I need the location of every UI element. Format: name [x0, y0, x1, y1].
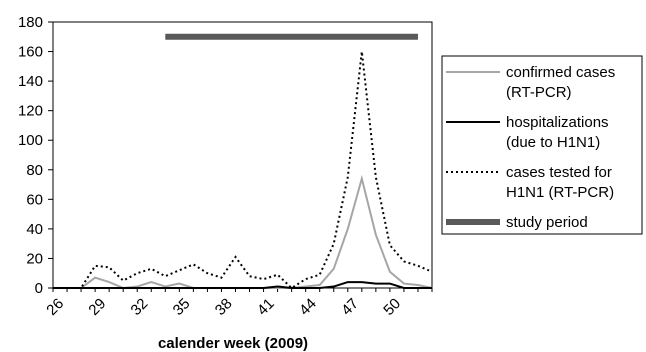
y-tick-label: 40 [26, 221, 43, 238]
y-tick-label: 0 [35, 280, 43, 297]
legend-label: (RT-PCR) [506, 84, 572, 101]
x-tick-label: 35 [170, 295, 194, 319]
plot-frame [52, 21, 433, 289]
series-line-1 [53, 281, 432, 289]
legend-label: (due to H1N1) [506, 134, 600, 151]
x-tick-label: 44 [296, 295, 320, 319]
plot-area: 0 20 40 60 80 100 120 140 160 180 26 29 32 35 38 41 44 47… [18, 14, 433, 319]
legend: confirmed cases (RT-PCR) hospitalizations (… [441, 55, 643, 235]
series-line-2 [53, 51, 433, 290]
y-tick-label: 100 [18, 132, 43, 149]
y-tick-label: 20 [26, 250, 43, 267]
y-tick-label: 120 [18, 103, 43, 120]
y-tick-label: 160 [18, 44, 43, 61]
series-line-0 [53, 174, 433, 290]
legend-box [441, 55, 643, 235]
legend-label: H1N1 (RT-PCR) [506, 184, 614, 201]
x-tick-label: 50 [380, 295, 404, 319]
legend-label: study period [506, 214, 588, 231]
legend-label: cases tested for [506, 164, 612, 181]
x-tick-label: 32 [128, 295, 152, 319]
x-tick-label: 41 [254, 295, 278, 319]
x-tick-label: 29 [85, 295, 109, 319]
x-tick-label: 47 [338, 295, 362, 319]
y-tick-label: 60 [26, 191, 43, 208]
x-tick-label: 26 [43, 295, 67, 319]
x-tick-label: 38 [212, 295, 236, 319]
y-tick-label: 140 [18, 73, 43, 90]
x-axis-label: calender week (2009) [158, 335, 308, 352]
y-tick-label: 80 [26, 162, 43, 179]
legend-label: confirmed cases [506, 64, 615, 81]
legend-label: hospitalizations [506, 114, 609, 131]
y-tick-label: 180 [18, 14, 43, 31]
